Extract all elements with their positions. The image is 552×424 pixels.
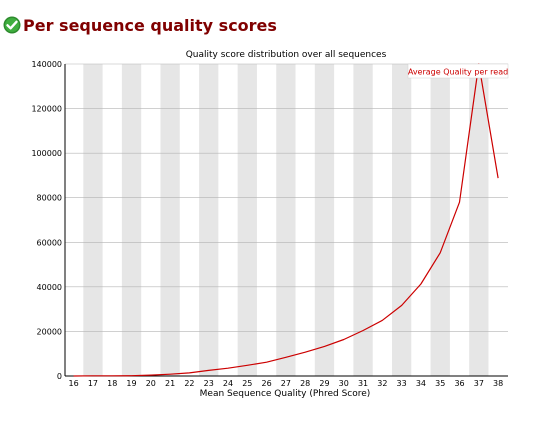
x-tick-label: 19 bbox=[126, 379, 136, 388]
chart-legend: Average Quality per read bbox=[407, 63, 509, 79]
x-tick-label: 28 bbox=[300, 379, 310, 388]
chart-title: Quality score distribution over all sequ… bbox=[186, 50, 387, 60]
alternate-band bbox=[276, 64, 296, 376]
y-tick-label: 0 bbox=[57, 372, 62, 381]
x-tick-label: 32 bbox=[377, 379, 387, 388]
x-tick-label: 29 bbox=[319, 379, 329, 388]
x-axis-label: Mean Sequence Quality (Phred Score) bbox=[200, 389, 371, 399]
x-tick-label: 17 bbox=[88, 379, 98, 388]
x-tick-label: 36 bbox=[454, 379, 464, 388]
y-tick-label: 100000 bbox=[31, 149, 62, 158]
x-tick-label: 38 bbox=[493, 379, 503, 388]
alternate-band bbox=[83, 64, 103, 376]
y-tick-label: 120000 bbox=[31, 105, 62, 114]
x-tick-label: 26 bbox=[261, 379, 271, 388]
y-tick-label: 40000 bbox=[37, 283, 62, 292]
y-tick-label: 140000 bbox=[31, 60, 62, 69]
x-tick-label: 16 bbox=[69, 379, 79, 388]
x-tick-label: 33 bbox=[397, 379, 407, 388]
x-tick-label: 24 bbox=[223, 379, 233, 388]
x-tick-label: 25 bbox=[242, 379, 252, 388]
page-title: Per sequence quality scores bbox=[23, 15, 277, 35]
x-tick-label: 30 bbox=[339, 379, 349, 388]
alternate-band bbox=[160, 64, 180, 376]
alternate-band bbox=[237, 64, 257, 376]
x-tick-label: 31 bbox=[358, 379, 368, 388]
x-tick-label: 18 bbox=[107, 379, 117, 388]
x-tick-label: 21 bbox=[165, 379, 175, 388]
module-header: Per sequence quality scores bbox=[3, 14, 277, 36]
alternate-band bbox=[430, 64, 450, 376]
alternate-band bbox=[353, 64, 373, 376]
y-tick-label: 20000 bbox=[37, 327, 62, 336]
legend-label: Average Quality per read bbox=[408, 68, 508, 77]
x-tick-label: 23 bbox=[204, 379, 214, 388]
x-tick-label: 20 bbox=[146, 379, 156, 388]
legend-box bbox=[407, 63, 509, 79]
x-tick-label: 27 bbox=[281, 379, 291, 388]
alternate-band bbox=[392, 64, 412, 376]
y-tick-label: 60000 bbox=[37, 238, 62, 247]
x-tick-label: 34 bbox=[416, 379, 426, 388]
series-line-average-quality bbox=[73, 63, 499, 377]
pass-check-icon bbox=[3, 16, 21, 34]
y-tick-label: 80000 bbox=[37, 194, 62, 203]
x-tick-label: 37 bbox=[474, 379, 484, 388]
alternate-band bbox=[199, 64, 219, 376]
x-tick-label: 35 bbox=[435, 379, 445, 388]
alternate-band bbox=[469, 64, 489, 376]
alternate-band bbox=[314, 64, 335, 376]
x-tick-label: 22 bbox=[184, 379, 194, 388]
alternate-band bbox=[121, 64, 142, 376]
